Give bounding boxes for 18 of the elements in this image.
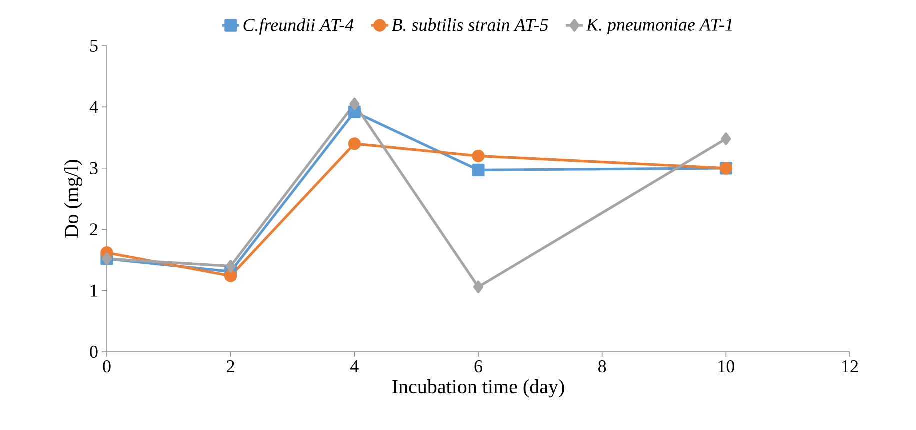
x-tick-label: 2 [227, 360, 234, 372]
x-tick-label: 6 [474, 360, 482, 373]
x-tick-label: 8 [598, 360, 606, 373]
legend-label: K. pneumoniae AT-1 [586, 18, 732, 35]
x-tick-label: 0 [103, 360, 111, 373]
x-tick-label: 10 [718, 360, 734, 373]
y-axis-title: Do (mg/l) [64, 160, 83, 238]
y-tick-label: 2 [90, 224, 98, 236]
y-tick-label: 1 [91, 284, 98, 297]
x-axis-title: Incubation time (day) [392, 380, 564, 398]
y-tick-label: 5 [90, 40, 98, 52]
legend-label: B. subtilis strain AT-5 [392, 18, 548, 32]
y-tick-label: 3 [90, 162, 98, 174]
y-tick-label: 0 [90, 346, 98, 358]
x-tick-label: 12 [842, 360, 858, 372]
x-tick-label: 4 [350, 360, 359, 372]
legend-label: C.freundii AT-4 [244, 18, 354, 35]
y-tick-label: 4 [90, 101, 98, 114]
